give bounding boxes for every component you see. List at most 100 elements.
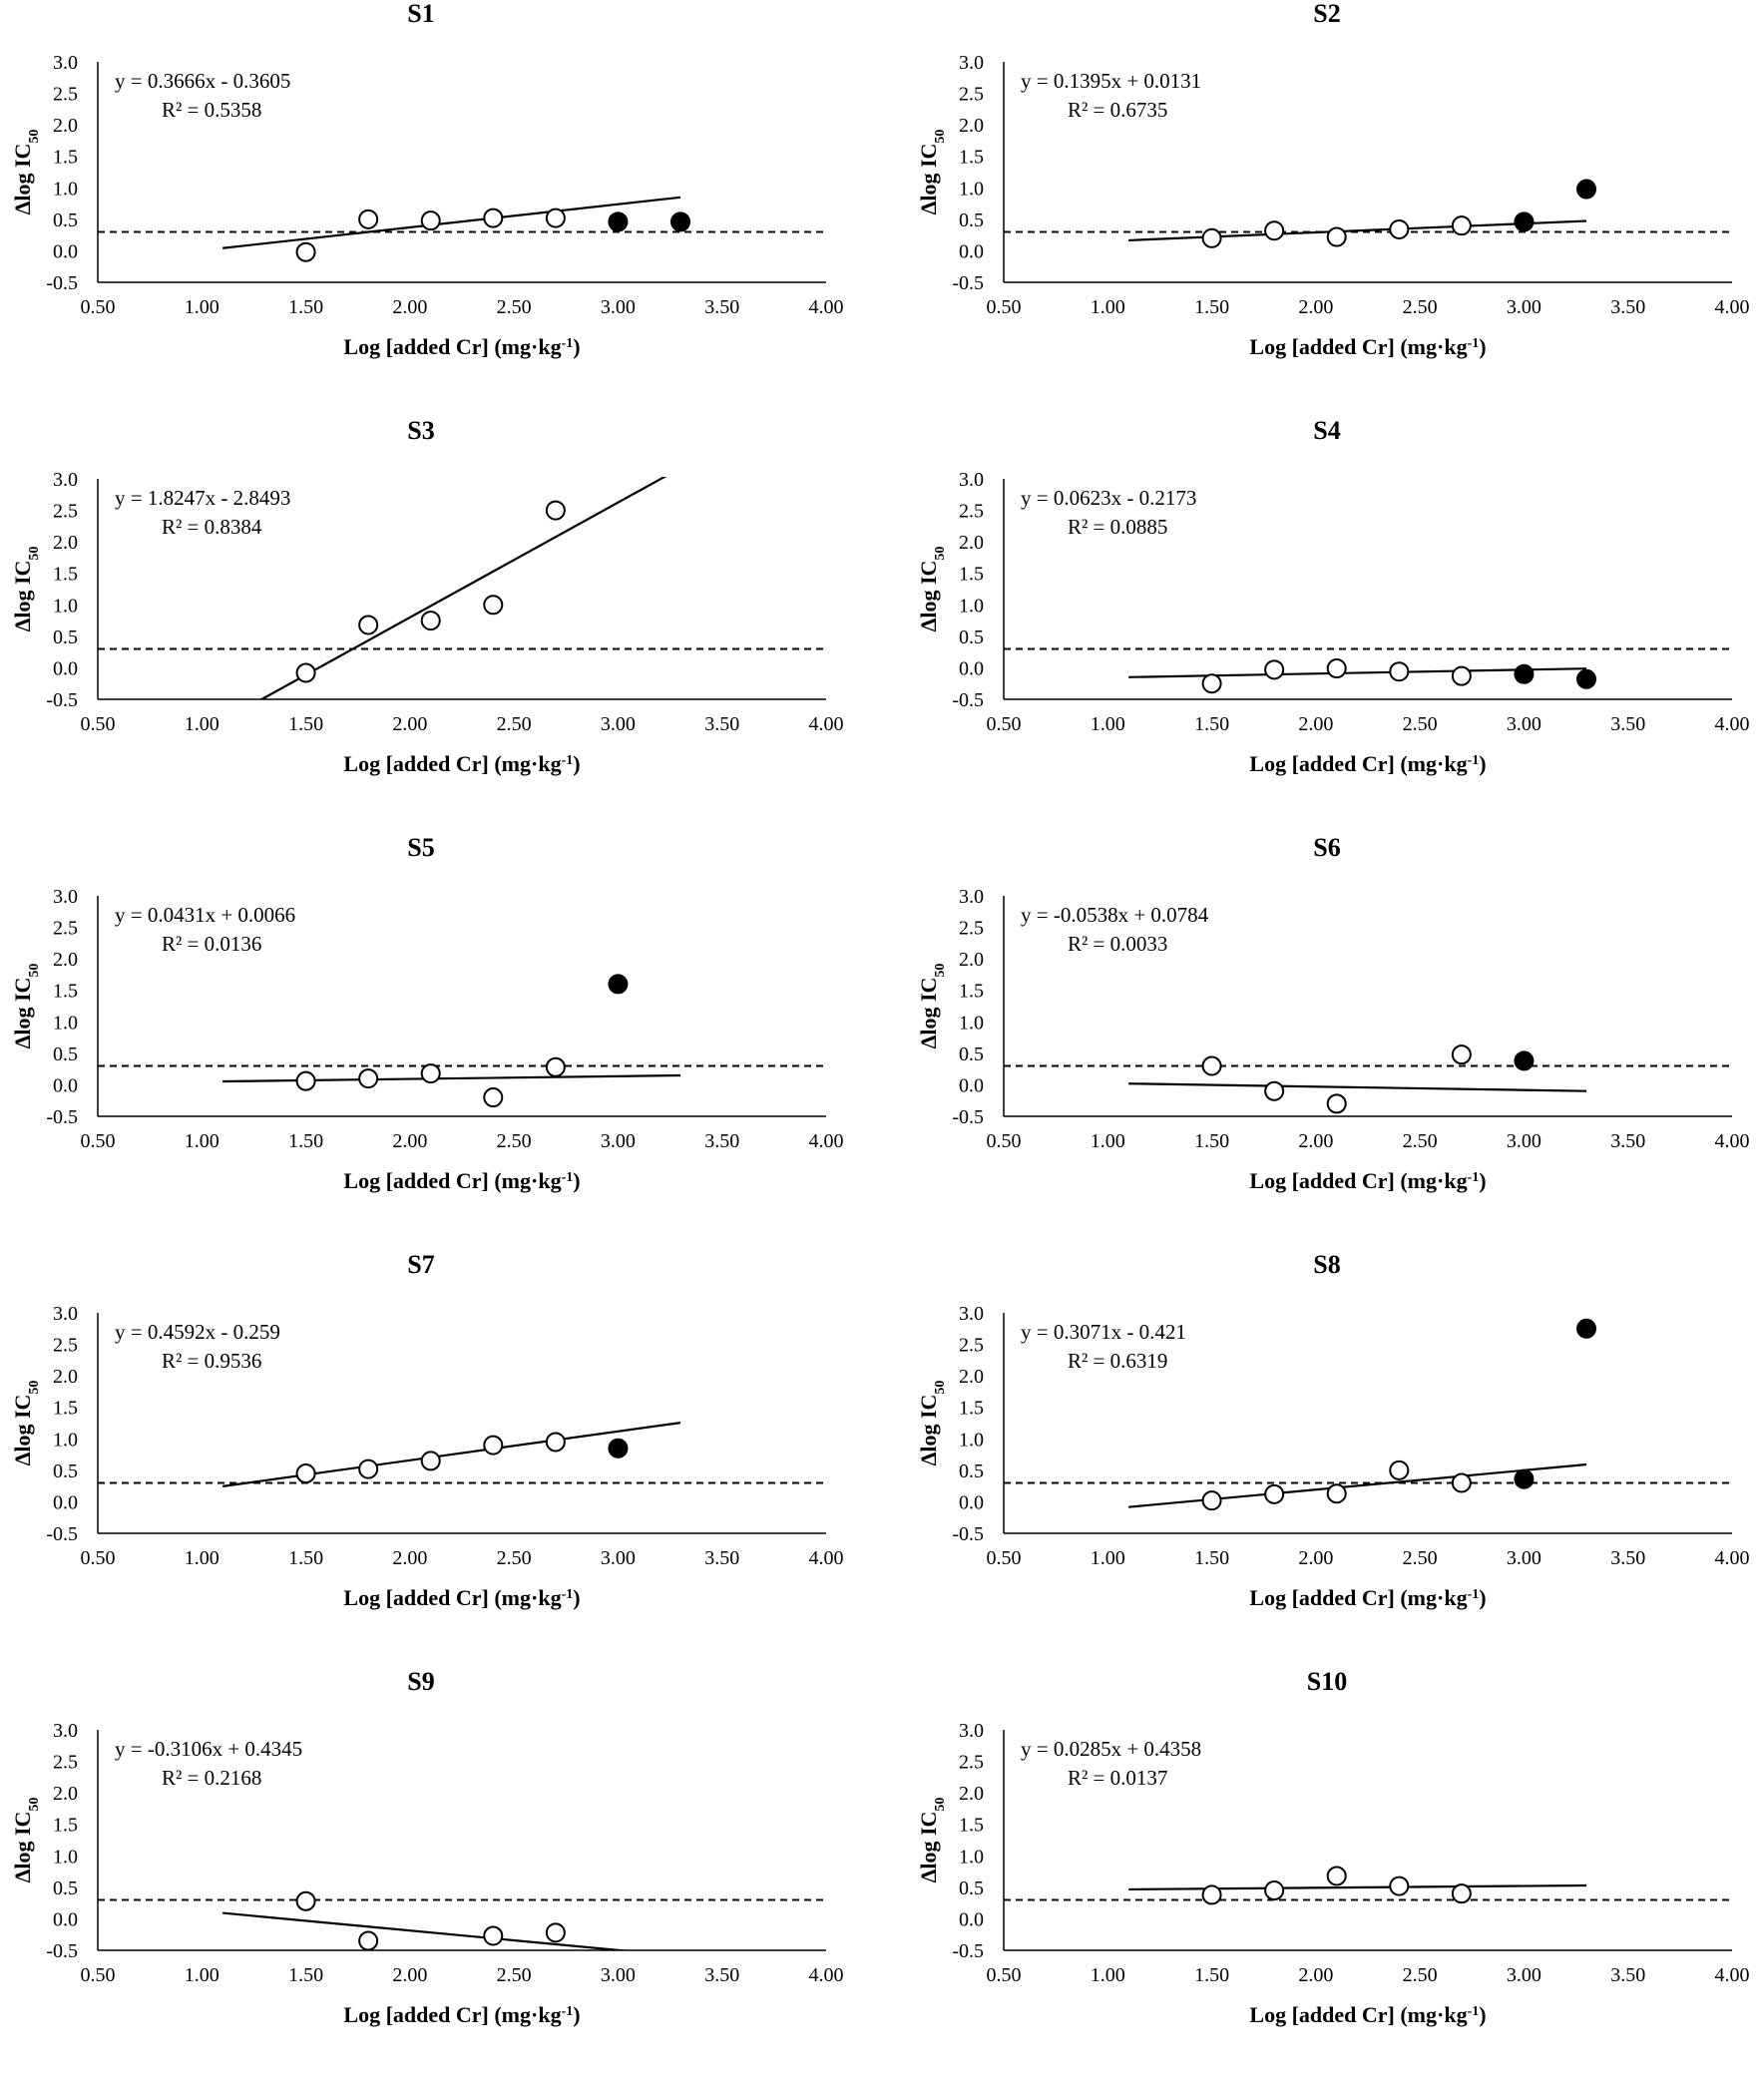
x-tick-label: 4.00 bbox=[809, 1964, 844, 1986]
y-tick-label: 2.5 bbox=[53, 84, 78, 106]
y-tick-label: 0.5 bbox=[959, 209, 984, 231]
x-tick-label: 3.00 bbox=[601, 1547, 636, 1569]
x-tick-label: 1.50 bbox=[1194, 1547, 1229, 1569]
x-tick-label: 1.50 bbox=[1194, 296, 1229, 318]
trend-line bbox=[222, 1073, 681, 1083]
y-tick-label: 1.0 bbox=[53, 1846, 78, 1868]
data-point-open bbox=[1389, 218, 1410, 239]
y-tick-label: 0.5 bbox=[53, 209, 78, 231]
x-tick-label: 2.50 bbox=[497, 713, 532, 735]
data-point-open bbox=[295, 241, 316, 262]
data-point-open bbox=[1264, 1880, 1285, 1901]
x-tick-label: 3.50 bbox=[1610, 1130, 1645, 1152]
trend-line bbox=[258, 477, 667, 699]
data-point-open bbox=[1264, 220, 1285, 241]
y-tick-label: 1.0 bbox=[959, 1846, 984, 1868]
data-point-filled bbox=[608, 974, 629, 995]
y-tick-label: -0.5 bbox=[952, 1523, 984, 1545]
x-tick-label: 3.00 bbox=[601, 1130, 636, 1152]
x-tick-label: 1.50 bbox=[288, 296, 323, 318]
r-squared: R² = 0.0136 bbox=[162, 932, 261, 956]
y-tick-label: 2.5 bbox=[959, 918, 984, 940]
y-tick-label: 0.5 bbox=[959, 1043, 984, 1065]
x-axis-title: Log [added Cr] (mg·kg-1) bbox=[1249, 1585, 1486, 1610]
x-axis-title: Log [added Cr] (mg·kg-1) bbox=[343, 1168, 580, 1193]
y-tick-label: 2.0 bbox=[959, 115, 984, 137]
y-tick-label: 2.0 bbox=[959, 1366, 984, 1388]
data-point-open bbox=[420, 1451, 441, 1471]
x-tick-label: 2.00 bbox=[392, 1547, 427, 1569]
data-point-open bbox=[1201, 227, 1222, 248]
y-tick-label: 1.5 bbox=[53, 147, 78, 169]
chart-title: S9 bbox=[407, 1667, 434, 1696]
r-squared: R² = 0.0033 bbox=[1068, 932, 1167, 956]
data-point-open bbox=[420, 611, 441, 631]
x-tick-label: 1.50 bbox=[288, 1964, 323, 1986]
y-tick-label: 0.0 bbox=[959, 240, 984, 262]
x-tick-label: 3.00 bbox=[1507, 296, 1542, 318]
x-tick-label: 1.00 bbox=[185, 1130, 220, 1152]
x-tick-label: 3.00 bbox=[601, 296, 636, 318]
y-tick-label: 0.0 bbox=[53, 1491, 78, 1513]
y-axis-title: Δlog IC50 bbox=[10, 964, 42, 1049]
data-point-open bbox=[1201, 673, 1222, 694]
data-point-open bbox=[483, 1087, 504, 1108]
y-axis-title: Δlog IC50 bbox=[916, 1381, 948, 1466]
x-tick-label: 2.50 bbox=[497, 1964, 532, 1986]
chart-panel-s1: S1 3.0 2.5 2.0 1.5 1.0 0.5 0.0 -0.50.50 1.00 1.50 2… bbox=[10, 0, 844, 359]
data-point-open bbox=[1264, 1080, 1285, 1101]
trend-equation: y = 0.3666x - 0.3605 bbox=[115, 69, 290, 93]
x-tick-label: 2.00 bbox=[1298, 1547, 1333, 1569]
x-tick-label: 3.50 bbox=[704, 1130, 739, 1152]
x-tick-label: 1.50 bbox=[1194, 1964, 1229, 1986]
y-tick-label: 0.0 bbox=[53, 240, 78, 262]
x-tick-label: 3.00 bbox=[601, 1964, 636, 1986]
y-tick-label: -0.5 bbox=[952, 1940, 984, 1962]
data-point-open bbox=[1264, 659, 1285, 680]
r-squared: R² = 0.8384 bbox=[162, 515, 262, 539]
x-tick-label: 3.50 bbox=[1610, 1547, 1645, 1569]
chart-panel-s6: S6 3.0 2.5 2.0 1.5 1.0 0.5 0.0 -0.50.50 1.00 1.50 2… bbox=[916, 833, 1750, 1193]
trend-equation: y = 0.1395x + 0.0131 bbox=[1021, 69, 1201, 93]
x-tick-label: 3.00 bbox=[1507, 713, 1542, 735]
y-tick-label: 1.5 bbox=[959, 147, 984, 169]
trend-equation: y = -0.0538x + 0.0784 bbox=[1021, 903, 1209, 927]
x-tick-label: 2.50 bbox=[1403, 1964, 1438, 1986]
x-tick-label: 2.00 bbox=[392, 296, 427, 318]
y-tick-label: 3.0 bbox=[959, 1303, 984, 1325]
chart-title: S3 bbox=[407, 416, 434, 445]
data-point-open bbox=[483, 1435, 504, 1456]
x-tick-label: 0.50 bbox=[987, 713, 1022, 735]
y-tick-label: 0.0 bbox=[959, 1908, 984, 1930]
y-tick-label: 0.5 bbox=[959, 1460, 984, 1482]
x-axis-title: Log [added Cr] (mg·kg-1) bbox=[343, 2002, 580, 2027]
x-tick-label: 3.00 bbox=[1507, 1964, 1542, 1986]
chart-title: S7 bbox=[407, 1250, 434, 1279]
chart-title: S5 bbox=[407, 833, 434, 862]
data-point-filled bbox=[1576, 668, 1596, 689]
x-tick-label: 3.00 bbox=[1507, 1547, 1542, 1569]
chart-panel-s10: S10 3.0 2.5 2.0 1.5 1.0 0.5 0.0 -0.50.50 1.00 1.50… bbox=[916, 1667, 1750, 2027]
x-tick-label: 1.50 bbox=[288, 713, 323, 735]
y-tick-label: 3.0 bbox=[959, 886, 984, 908]
x-tick-label: 4.00 bbox=[1715, 1964, 1750, 1986]
y-tick-label: 3.0 bbox=[53, 52, 78, 74]
x-tick-label: 1.00 bbox=[1091, 1547, 1125, 1569]
x-tick-label: 4.00 bbox=[809, 1130, 844, 1152]
y-tick-label: 2.5 bbox=[53, 501, 78, 523]
y-tick-label: 3.0 bbox=[53, 469, 78, 491]
x-tick-label: 2.00 bbox=[392, 1964, 427, 1986]
data-point-open bbox=[1326, 226, 1347, 247]
chart-panel-s4: S4 3.0 2.5 2.0 1.5 1.0 0.5 0.0 -0.50.50 1.00 1.50 2… bbox=[916, 416, 1750, 776]
x-tick-label: 4.00 bbox=[809, 1547, 844, 1569]
x-tick-label: 1.00 bbox=[1091, 1130, 1125, 1152]
y-tick-label: 0.0 bbox=[53, 657, 78, 679]
y-tick-label: 3.0 bbox=[959, 1720, 984, 1742]
chart-panel-s7: S7 3.0 2.5 2.0 1.5 1.0 0.5 0.0 -0.50.50 1.00 1.50 2… bbox=[10, 1250, 844, 1610]
x-tick-label: 2.00 bbox=[1298, 1130, 1333, 1152]
y-tick-label: 3.0 bbox=[959, 52, 984, 74]
x-axis-title: Log [added Cr] (mg·kg-1) bbox=[1249, 2002, 1486, 2027]
trend-equation: y = 0.0285x + 0.4358 bbox=[1021, 1737, 1201, 1761]
data-point-open bbox=[483, 208, 504, 228]
data-point-open bbox=[1201, 1884, 1222, 1905]
